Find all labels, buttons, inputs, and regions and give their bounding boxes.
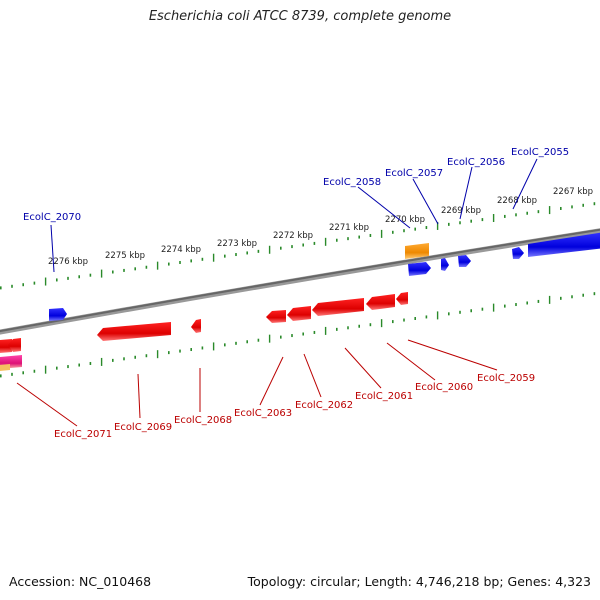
- gene-label[interactable]: EcolC_2059: [477, 373, 535, 384]
- gene-label[interactable]: EcolC_2057: [385, 168, 443, 179]
- gene-arrow[interactable]: [287, 306, 311, 321]
- gene-arrow[interactable]: [408, 262, 431, 276]
- gene-label[interactable]: EcolC_2069: [114, 422, 172, 433]
- forward-gene-labels: EcolC_2070 EcolC_2058 EcolC_2057 EcolC_2…: [23, 147, 569, 273]
- scale-label: 2275 kbp: [105, 251, 145, 261]
- accession-text: Accession: NC_010468: [9, 574, 152, 589]
- gene-label[interactable]: EcolC_2070: [23, 212, 81, 223]
- gene-arrow[interactable]: [266, 310, 286, 323]
- gene-arrow[interactable]: [0, 339, 12, 353]
- gene-label[interactable]: EcolC_2056: [447, 157, 505, 168]
- gene-arrow[interactable]: [366, 294, 395, 310]
- gene-arrow[interactable]: [8, 338, 21, 352]
- gene-arrow[interactable]: [191, 319, 201, 333]
- genome-summary-text: Topology: circular; Length: 4,746,218 bp…: [247, 574, 591, 589]
- gene-arrow[interactable]: [405, 243, 429, 259]
- scale-label: 2272 kbp: [273, 231, 313, 241]
- scale-label: 2270 kbp: [385, 215, 425, 225]
- scale-label: 2267 kbp: [553, 187, 593, 197]
- scale-label: 2271 kbp: [329, 223, 369, 233]
- gene-arrow[interactable]: [312, 298, 364, 316]
- gene-arrow[interactable]: [0, 364, 10, 371]
- gene-label[interactable]: EcolC_2068: [174, 415, 232, 426]
- map-title: Escherichia coli ATCC 8739, complete gen…: [148, 9, 452, 24]
- gene-arrow[interactable]: [441, 258, 449, 271]
- gene-label[interactable]: EcolC_2061: [355, 391, 413, 402]
- outer-tick-ring: [0, 202, 596, 290]
- gene-label[interactable]: EcolC_2062: [295, 400, 353, 411]
- gene-arrow[interactable]: [458, 255, 471, 267]
- gene-label[interactable]: EcolC_2055: [511, 147, 569, 158]
- gene-arrow[interactable]: [49, 308, 67, 321]
- scale-label: 2276 kbp: [48, 257, 88, 267]
- forward-strand-genes: [49, 232, 600, 321]
- gene-label[interactable]: EcolC_2071: [54, 429, 112, 440]
- gene-label[interactable]: EcolC_2060: [415, 382, 473, 393]
- scale-label: 2269 kbp: [441, 206, 481, 216]
- inner-tick-ring: [0, 292, 596, 378]
- scale-label: 2274 kbp: [161, 245, 201, 255]
- gene-arrow[interactable]: [512, 247, 524, 259]
- reverse-gene-labels: EcolC_2071 EcolC_2069 EcolC_2068 EcolC_2…: [16, 339, 535, 440]
- gene-arrow[interactable]: [396, 292, 408, 305]
- gene-label[interactable]: EcolC_2063: [234, 408, 292, 419]
- gene-arrow[interactable]: [97, 322, 171, 341]
- gene-arrow[interactable]: [528, 232, 600, 257]
- reverse-strand-genes: [0, 292, 408, 371]
- gene-label[interactable]: EcolC_2058: [323, 177, 381, 188]
- scale-label: 2273 kbp: [217, 239, 257, 249]
